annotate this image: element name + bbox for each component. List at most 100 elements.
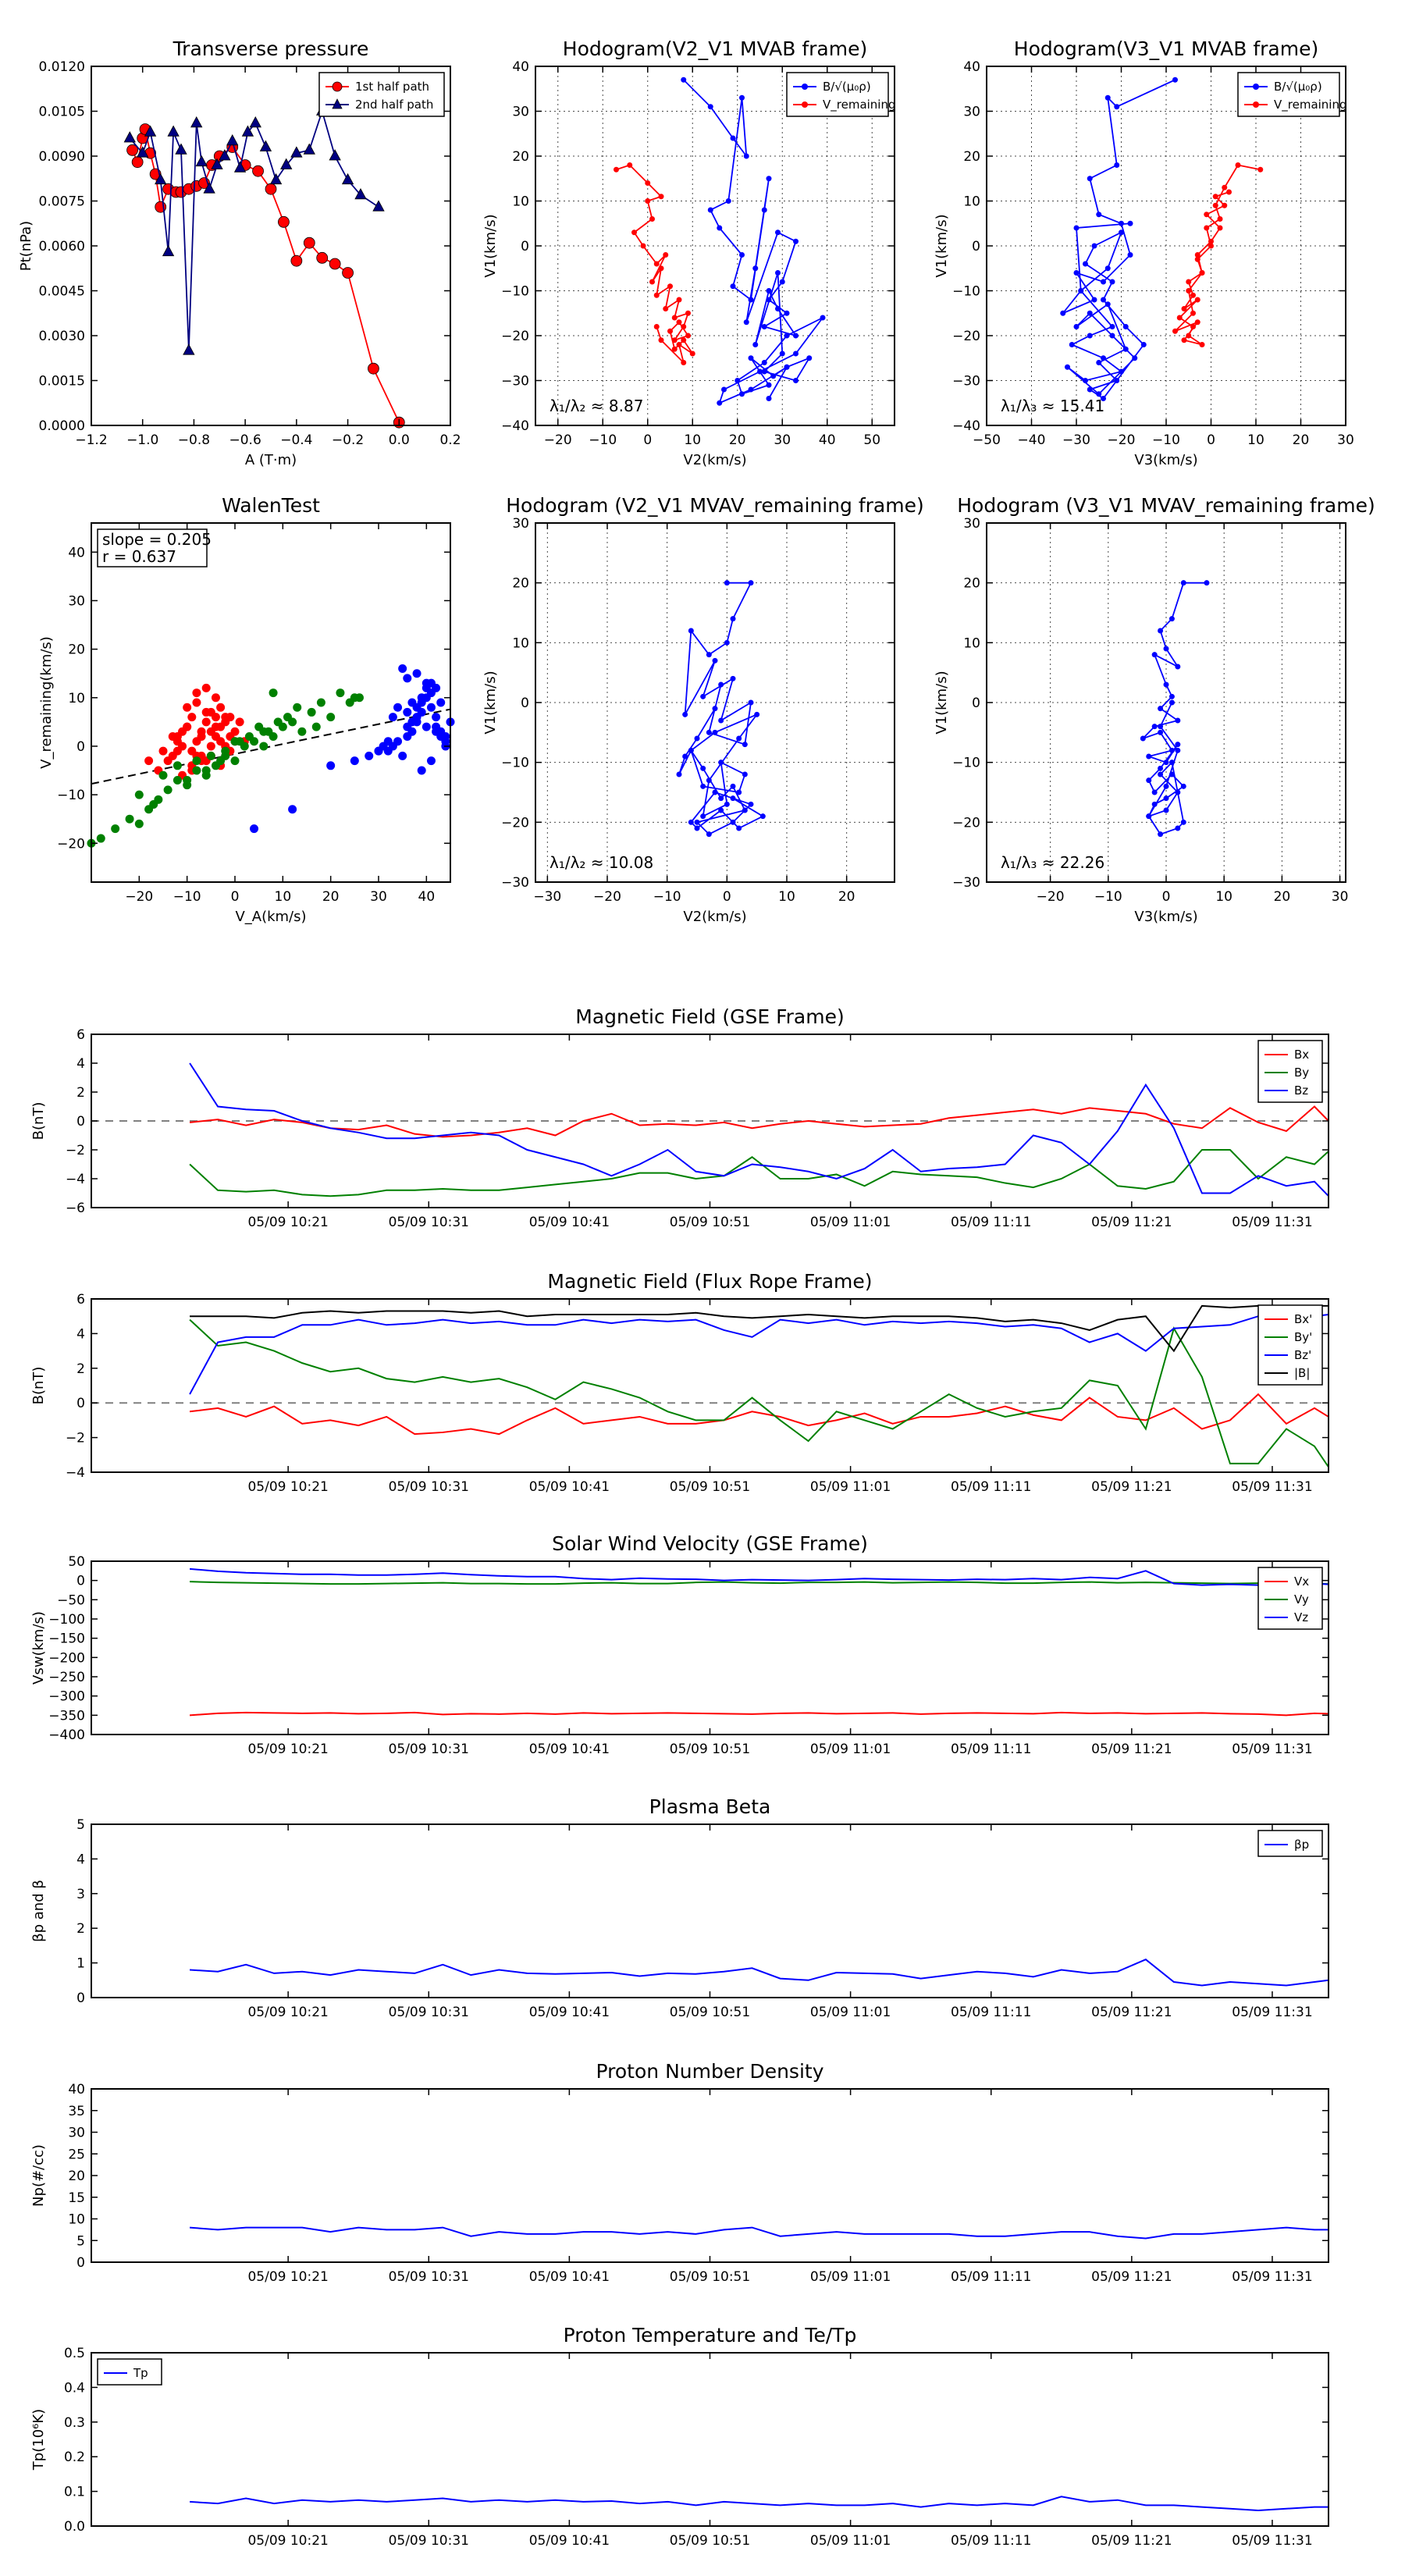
data-point xyxy=(398,751,407,760)
data-point xyxy=(326,761,336,770)
data-point xyxy=(190,116,203,128)
data-point xyxy=(1175,789,1181,795)
data-point xyxy=(1158,706,1164,712)
x-tick-label: 0.0 xyxy=(389,432,410,448)
data-point xyxy=(649,216,655,222)
data-point xyxy=(739,252,745,258)
y-tick-label: −50 xyxy=(57,1592,85,1608)
x-tick-label: 10 xyxy=(275,889,292,905)
data-point xyxy=(168,732,177,742)
y-tick-label: −10 xyxy=(952,284,980,300)
data-point xyxy=(682,711,688,717)
data-point xyxy=(432,683,441,692)
data-point xyxy=(694,819,700,825)
data-point xyxy=(663,252,669,258)
data-point xyxy=(183,703,192,712)
chart-title: Proton Number Density xyxy=(596,2060,824,2083)
ratio-annotation: λ₁/λ₂ ≈ 10.08 xyxy=(550,853,653,872)
x-tick-label: 05/09 10:31 xyxy=(389,2005,469,2020)
legend-label: 2nd half path xyxy=(355,98,433,112)
legend-label: By xyxy=(1294,1066,1309,1080)
data-point xyxy=(689,350,695,357)
data-point xyxy=(216,737,226,746)
x-tick-label: 40 xyxy=(418,889,436,905)
x-tick-label: 05/09 10:51 xyxy=(670,1215,750,1230)
data-point xyxy=(417,707,426,717)
y-tick-label: 0 xyxy=(76,2255,85,2271)
data-point xyxy=(793,238,799,244)
chart-title: Transverse pressure xyxy=(173,37,369,60)
data-point xyxy=(183,343,195,355)
data-point xyxy=(766,396,772,401)
data-point xyxy=(724,639,730,646)
data-point xyxy=(730,675,736,681)
y-tick-label: −30 xyxy=(501,875,529,891)
data-point xyxy=(149,800,158,809)
data-point xyxy=(736,735,742,742)
data-point xyxy=(707,207,713,213)
legend-box xyxy=(1257,1040,1323,1103)
data-point xyxy=(1204,580,1210,586)
data-point xyxy=(307,707,316,717)
data-point xyxy=(681,360,687,365)
data-point xyxy=(1104,301,1111,308)
x-tick-label: 05/09 11:11 xyxy=(951,1742,1031,1757)
data-point xyxy=(290,146,303,158)
data-point xyxy=(1087,386,1093,393)
data-point xyxy=(1060,310,1066,316)
y-tick-label: 0 xyxy=(521,239,529,254)
data-point xyxy=(273,717,283,727)
data-point xyxy=(293,703,302,712)
data-point xyxy=(436,698,446,707)
y-tick-label: 40 xyxy=(512,59,529,75)
data-point xyxy=(259,140,272,151)
data-point xyxy=(1163,646,1169,652)
ratio-annotation: λ₁/λ₃ ≈ 22.26 xyxy=(1001,853,1104,872)
data-point xyxy=(748,699,754,706)
x-axis-label: V3(km/s) xyxy=(1134,452,1197,468)
y-tick-label: 20 xyxy=(512,149,529,165)
data-point xyxy=(175,143,187,155)
chart-panel-1 xyxy=(535,66,895,426)
data-point xyxy=(1104,265,1111,272)
x-tick-label: 05/09 10:51 xyxy=(670,1479,750,1495)
data-point xyxy=(269,173,283,185)
data-point xyxy=(1168,760,1175,766)
data-point xyxy=(663,306,669,311)
x-tick-label: 0 xyxy=(1207,432,1215,448)
x-tick-label: 0.2 xyxy=(439,432,461,448)
data-point xyxy=(144,125,157,137)
chart-panel-11 xyxy=(91,2352,1329,2527)
data-point xyxy=(820,315,826,321)
y-tick-label: 0.0015 xyxy=(39,374,85,390)
data-point xyxy=(676,319,682,326)
data-point xyxy=(671,337,678,343)
x-axis-label: A (T·m) xyxy=(245,452,297,468)
data-point xyxy=(712,706,718,712)
data-point xyxy=(759,813,766,820)
data-point xyxy=(775,306,781,311)
y-tick-label: 10 xyxy=(68,691,85,706)
data-point xyxy=(706,729,712,735)
data-point xyxy=(134,819,144,828)
data-point xyxy=(681,324,687,329)
data-point xyxy=(412,669,422,678)
data-point xyxy=(1101,355,1106,361)
data-point xyxy=(752,265,759,272)
x-tick-label: 10 xyxy=(778,889,795,905)
data-point xyxy=(206,751,215,760)
y-tick-label: 4 xyxy=(76,1326,85,1342)
chart-panel-6 xyxy=(91,1034,1329,1208)
legend-box xyxy=(97,2358,162,2386)
x-tick-label: 05/09 11:31 xyxy=(1232,2005,1312,2020)
y-tick-label: 0 xyxy=(521,696,529,711)
legend-marker xyxy=(802,84,808,90)
data-point xyxy=(1163,783,1169,789)
data-point xyxy=(631,229,637,236)
data-point xyxy=(653,324,660,329)
data-point xyxy=(1175,717,1181,724)
data-point xyxy=(658,265,664,272)
data-point xyxy=(388,713,397,722)
x-tick-label: 05/09 10:31 xyxy=(389,1479,469,1495)
data-point xyxy=(645,198,651,204)
